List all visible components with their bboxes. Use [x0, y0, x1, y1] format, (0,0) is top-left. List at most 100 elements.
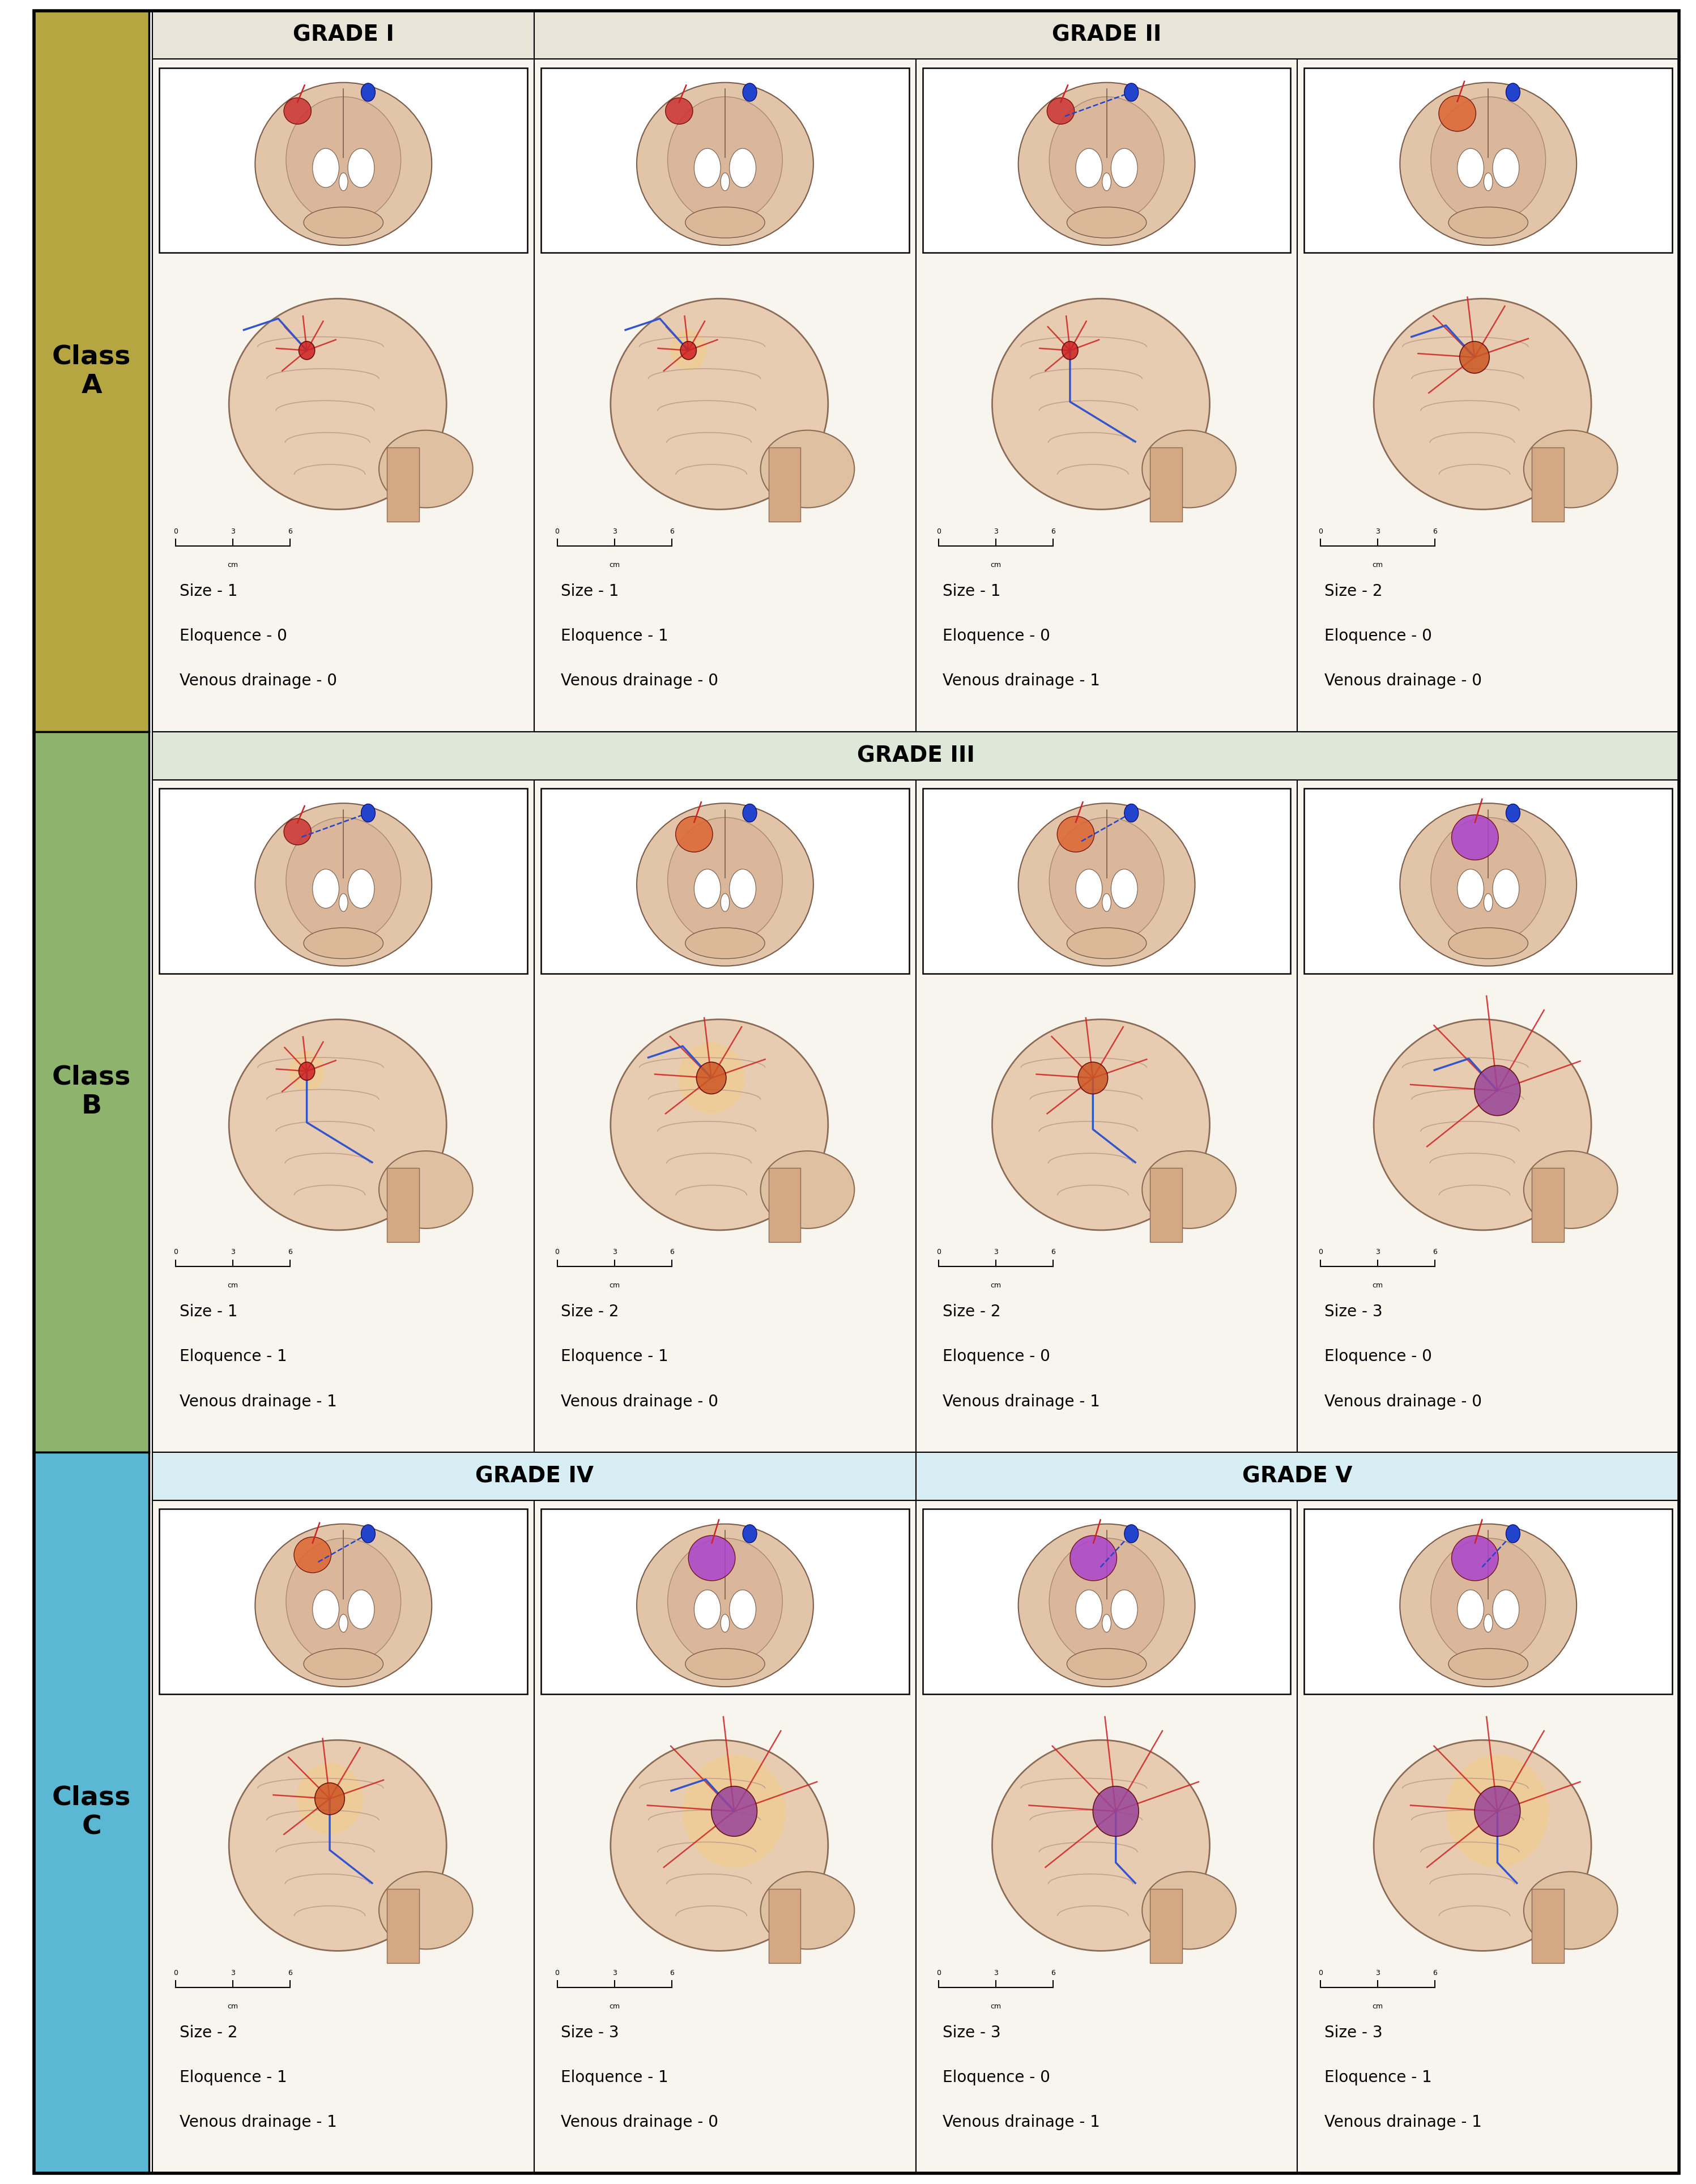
Bar	[34, 1452, 149, 2173]
Text: Venous drainage - 1: Venous drainage - 1	[943, 2114, 1101, 2129]
Bar	[153, 11, 534, 59]
Bar	[1304, 1509, 1672, 1695]
Ellipse shape	[1079, 1061, 1107, 1094]
Text: 0: 0	[1318, 1970, 1323, 1977]
Bar	[923, 788, 1291, 974]
Text: cm: cm	[609, 2003, 619, 2009]
Text: 6: 6	[1052, 1970, 1055, 1977]
Text: Venous drainage - 1: Venous drainage - 1	[180, 1393, 338, 1409]
Ellipse shape	[297, 1762, 363, 1835]
Circle shape	[361, 83, 375, 100]
Ellipse shape	[1452, 815, 1498, 860]
Ellipse shape	[1523, 1151, 1618, 1227]
Text: 6: 6	[288, 1970, 292, 1977]
Text: 0: 0	[173, 1970, 178, 1977]
Ellipse shape	[1018, 1524, 1196, 1686]
Ellipse shape	[1046, 98, 1074, 124]
Text: GRADE I: GRADE I	[293, 24, 393, 46]
Text: 6: 6	[670, 1970, 673, 1977]
Text: Class
B: Class B	[53, 1064, 131, 1120]
Text: GRADE V: GRADE V	[1243, 1465, 1352, 1487]
Ellipse shape	[1431, 817, 1545, 943]
Ellipse shape	[312, 149, 339, 188]
Ellipse shape	[229, 1020, 446, 1230]
Bar	[916, 1452, 1679, 1500]
Text: Size - 3: Size - 3	[1325, 1304, 1382, 1319]
Bar	[541, 68, 909, 253]
Bar	[1531, 1889, 1564, 1963]
Ellipse shape	[611, 299, 828, 509]
Ellipse shape	[1399, 804, 1577, 965]
Circle shape	[361, 804, 375, 821]
Text: 0: 0	[936, 1970, 941, 1977]
Text: 6: 6	[1052, 529, 1055, 535]
Ellipse shape	[992, 1741, 1209, 1950]
Circle shape	[1124, 1524, 1138, 1542]
Ellipse shape	[1111, 1590, 1138, 1629]
Circle shape	[1506, 83, 1520, 100]
Bar	[159, 1509, 527, 1695]
Ellipse shape	[1438, 96, 1476, 131]
Text: 3: 3	[612, 1970, 617, 1977]
Ellipse shape	[1050, 817, 1163, 943]
Ellipse shape	[348, 1590, 375, 1629]
Text: GRADE II: GRADE II	[1052, 24, 1162, 46]
Ellipse shape	[287, 817, 400, 943]
Ellipse shape	[1484, 893, 1492, 911]
Text: Venous drainage - 0: Venous drainage - 0	[561, 673, 719, 688]
Ellipse shape	[229, 1741, 446, 1950]
Ellipse shape	[1075, 869, 1102, 909]
Text: 3: 3	[231, 1249, 236, 1256]
Text: 3: 3	[994, 1249, 999, 1256]
Ellipse shape	[304, 1649, 383, 1679]
Bar	[923, 1509, 1291, 1695]
Ellipse shape	[1057, 817, 1094, 852]
Bar	[1531, 1168, 1564, 1243]
Ellipse shape	[1141, 430, 1236, 507]
Text: 3: 3	[231, 529, 236, 535]
Text: Size - 2: Size - 2	[180, 2025, 237, 2040]
Bar	[1304, 68, 1672, 253]
Bar	[1531, 448, 1564, 522]
Ellipse shape	[1018, 804, 1196, 965]
Text: 0: 0	[555, 529, 560, 535]
Text: cm: cm	[1372, 2003, 1382, 2009]
Ellipse shape	[378, 1872, 473, 1948]
Ellipse shape	[298, 341, 315, 360]
Ellipse shape	[668, 96, 782, 223]
Ellipse shape	[636, 804, 814, 965]
Ellipse shape	[1075, 149, 1102, 188]
Text: Eloquence - 0: Eloquence - 0	[943, 2070, 1050, 2086]
Ellipse shape	[760, 430, 855, 507]
Bar	[1150, 1889, 1182, 1963]
Text: Size - 1: Size - 1	[180, 583, 237, 598]
Ellipse shape	[1111, 149, 1138, 188]
Text: 3: 3	[1375, 529, 1381, 535]
Bar	[387, 1168, 419, 1243]
Text: Venous drainage - 1: Venous drainage - 1	[943, 1393, 1101, 1409]
Text: 0: 0	[173, 1249, 178, 1256]
Ellipse shape	[729, 149, 756, 188]
Text: Size - 3: Size - 3	[1325, 2025, 1382, 2040]
Text: 3: 3	[231, 1970, 236, 1977]
Ellipse shape	[1067, 1649, 1146, 1679]
Ellipse shape	[298, 1061, 315, 1081]
Bar	[1304, 788, 1672, 974]
Bar	[387, 1889, 419, 1963]
Ellipse shape	[1141, 1872, 1236, 1948]
Ellipse shape	[760, 1872, 855, 1948]
Ellipse shape	[348, 869, 375, 909]
Ellipse shape	[721, 893, 729, 911]
Text: cm: cm	[1372, 561, 1382, 568]
Bar	[916, 1500, 1297, 2173]
Text: Venous drainage - 0: Venous drainage - 0	[180, 673, 338, 688]
Bar	[768, 1889, 801, 1963]
Ellipse shape	[287, 96, 400, 223]
Text: 6: 6	[1433, 1970, 1437, 1977]
Ellipse shape	[283, 98, 310, 124]
Text: 0: 0	[555, 1970, 560, 1977]
Text: Eloquence - 0: Eloquence - 0	[943, 1350, 1050, 1365]
Ellipse shape	[668, 817, 782, 943]
Bar	[1297, 59, 1679, 732]
Text: 3: 3	[994, 1970, 999, 1977]
